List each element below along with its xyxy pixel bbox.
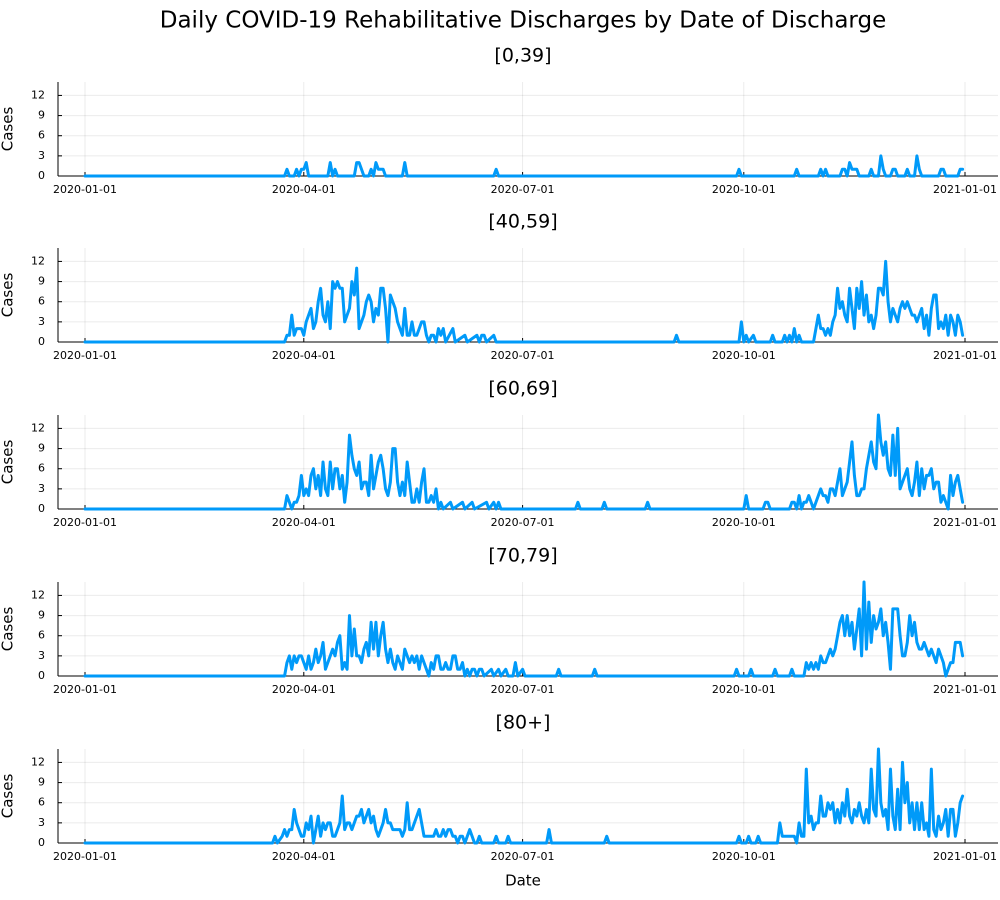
x-tick-label: 2021-01-01: [933, 683, 997, 696]
y-tick-label: 9: [38, 609, 45, 622]
y-tick-label: 6: [38, 629, 45, 642]
series-line-0: [83, 747, 965, 845]
x-tick-label: 2020-01-01: [53, 516, 117, 529]
panel-2: [60,69] 0 3 6 9 12 2020-01-01 2020-04-01 2020-07…: [0, 378, 998, 529]
x-tick-label: 2021-01-01: [933, 349, 997, 362]
series-line-0: [83, 413, 965, 511]
x-tick-label: 2020-10-01: [712, 683, 776, 696]
x-tick-label: 2020-04-01: [272, 850, 336, 863]
x-tick-label: 2020-01-01: [53, 683, 117, 696]
x-tick-label: 2020-04-01: [272, 183, 336, 196]
y-tick-label: 6: [38, 295, 45, 308]
x-tick-label: 2020-04-01: [272, 683, 336, 696]
y-tick-label: 0: [38, 502, 45, 515]
x-tick-label: 2020-10-01: [712, 850, 776, 863]
x-tick-label: 2020-07-01: [491, 183, 555, 196]
x-tick-label: 2020-10-01: [712, 183, 776, 196]
x-tick-label: 2020-04-01: [272, 349, 336, 362]
chart-title: Daily COVID-19 Rehabilitative Discharges…: [160, 8, 887, 34]
x-axis-label: Date: [505, 872, 541, 890]
y-tick-label: 9: [38, 442, 45, 455]
x-tick-label: 2020-01-01: [53, 850, 117, 863]
x-tick-label: 2020-10-01: [712, 516, 776, 529]
y-tick-label: 9: [38, 776, 45, 789]
y-tick-label: 6: [38, 129, 45, 142]
y-tick-label: 3: [38, 816, 45, 829]
panel-0: [0,39] 0 3 6 9 12 2020-01-01 2020-04-01 2020-07-…: [0, 45, 998, 196]
y-tick-label: 9: [38, 109, 45, 122]
y-axis-label: Cases: [0, 107, 17, 152]
y-tick-label: 3: [38, 482, 45, 495]
y-tick-label: 12: [31, 421, 45, 434]
panel-title: [0,39]: [494, 45, 551, 67]
y-tick-label: 6: [38, 462, 45, 475]
y-tick-label: 12: [31, 755, 45, 768]
x-tick-label: 2020-10-01: [712, 349, 776, 362]
panel-1: [40,59] 0 3 6 9 12 2020-01-01 2020-04-01 2020-07…: [0, 211, 998, 362]
x-tick-label: 2021-01-01: [933, 183, 997, 196]
y-axis-label: Cases: [0, 273, 17, 318]
x-tick-label: 2020-01-01: [53, 183, 117, 196]
panels: [0,39] 0 3 6 9 12 2020-01-01 2020-04-01 2020-07-…: [0, 45, 998, 890]
x-tick-label: 2020-04-01: [272, 516, 336, 529]
panel-4: [80+] 0 3 6 9 12 2020-01-01 2020-04-01 2020-07-0…: [0, 712, 998, 890]
y-tick-label: 12: [31, 88, 45, 101]
x-tick-label: 2020-01-01: [53, 349, 117, 362]
y-tick-label: 12: [31, 254, 45, 267]
x-tick-label: 2020-07-01: [491, 850, 555, 863]
x-tick-label: 2020-07-01: [491, 349, 555, 362]
x-tick-label: 2021-01-01: [933, 850, 997, 863]
y-tick-label: 3: [38, 315, 45, 328]
panel-title: [60,69]: [488, 378, 557, 400]
x-tick-label: 2021-01-01: [933, 516, 997, 529]
y-axis-label: Cases: [0, 607, 17, 652]
panel-title: [70,79]: [488, 545, 557, 567]
series-line-0: [83, 580, 965, 678]
y-tick-label: 3: [38, 149, 45, 162]
panel-3: [70,79] 0 3 6 9 12 2020-01-01 2020-04-01 2020-07…: [0, 545, 998, 696]
series-line-0: [83, 154, 965, 178]
y-tick-label: 0: [38, 669, 45, 682]
series-line-0: [83, 259, 965, 344]
panel-title: [80+]: [496, 712, 551, 734]
x-tick-label: 2020-07-01: [491, 683, 555, 696]
y-axis-label: Cases: [0, 774, 17, 819]
y-tick-label: 0: [38, 169, 45, 182]
panel-title: [40,59]: [488, 211, 557, 233]
y-tick-label: 9: [38, 275, 45, 288]
y-axis-label: Cases: [0, 440, 17, 485]
y-tick-label: 6: [38, 796, 45, 809]
y-tick-label: 0: [38, 836, 45, 849]
y-tick-label: 12: [31, 588, 45, 601]
y-tick-label: 3: [38, 649, 45, 662]
y-tick-label: 0: [38, 335, 45, 348]
x-tick-label: 2020-07-01: [491, 516, 555, 529]
